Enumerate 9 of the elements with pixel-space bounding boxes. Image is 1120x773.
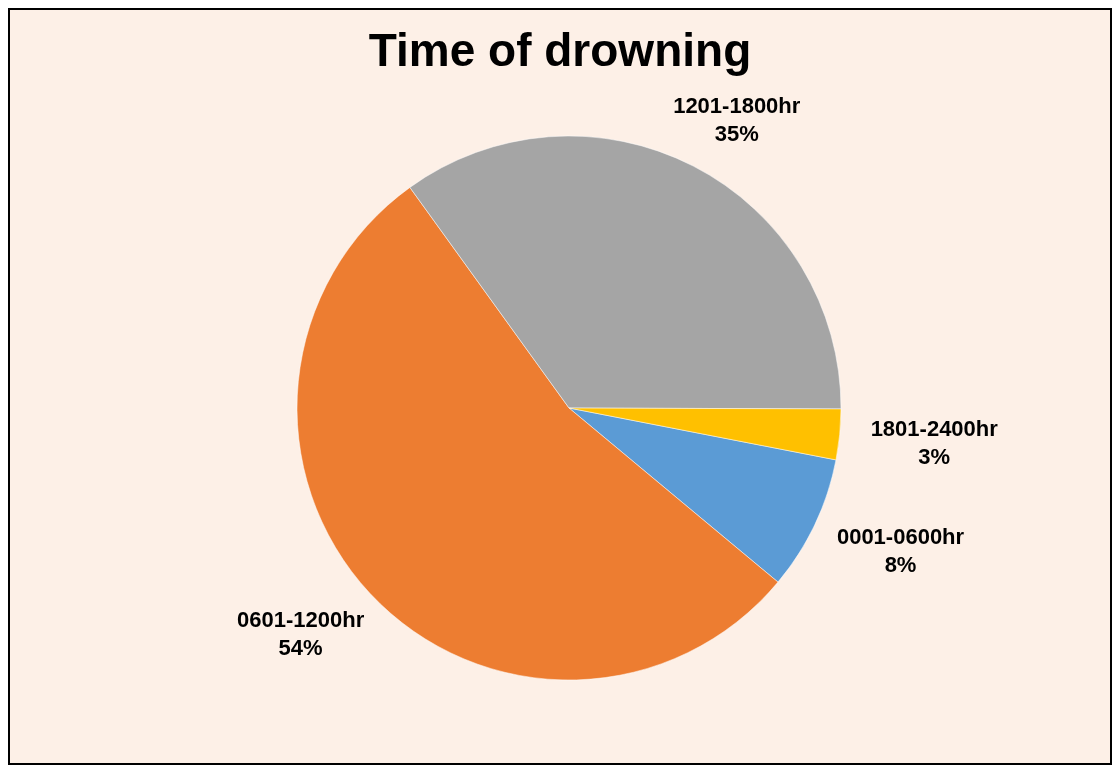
data-label: 8% (884, 552, 917, 578)
data-label: 54% (278, 635, 323, 661)
slice-label: 0001-0600hr (836, 523, 965, 549)
data-label: 3% (918, 444, 951, 470)
slice-label: 1801-2400hr (870, 415, 999, 441)
chart-title: Time of drowning (368, 24, 752, 76)
data-label: 35% (714, 121, 759, 147)
slice-label: 0601-1200hr (236, 606, 365, 632)
slice-label: 1201-1800hr (673, 92, 801, 118)
